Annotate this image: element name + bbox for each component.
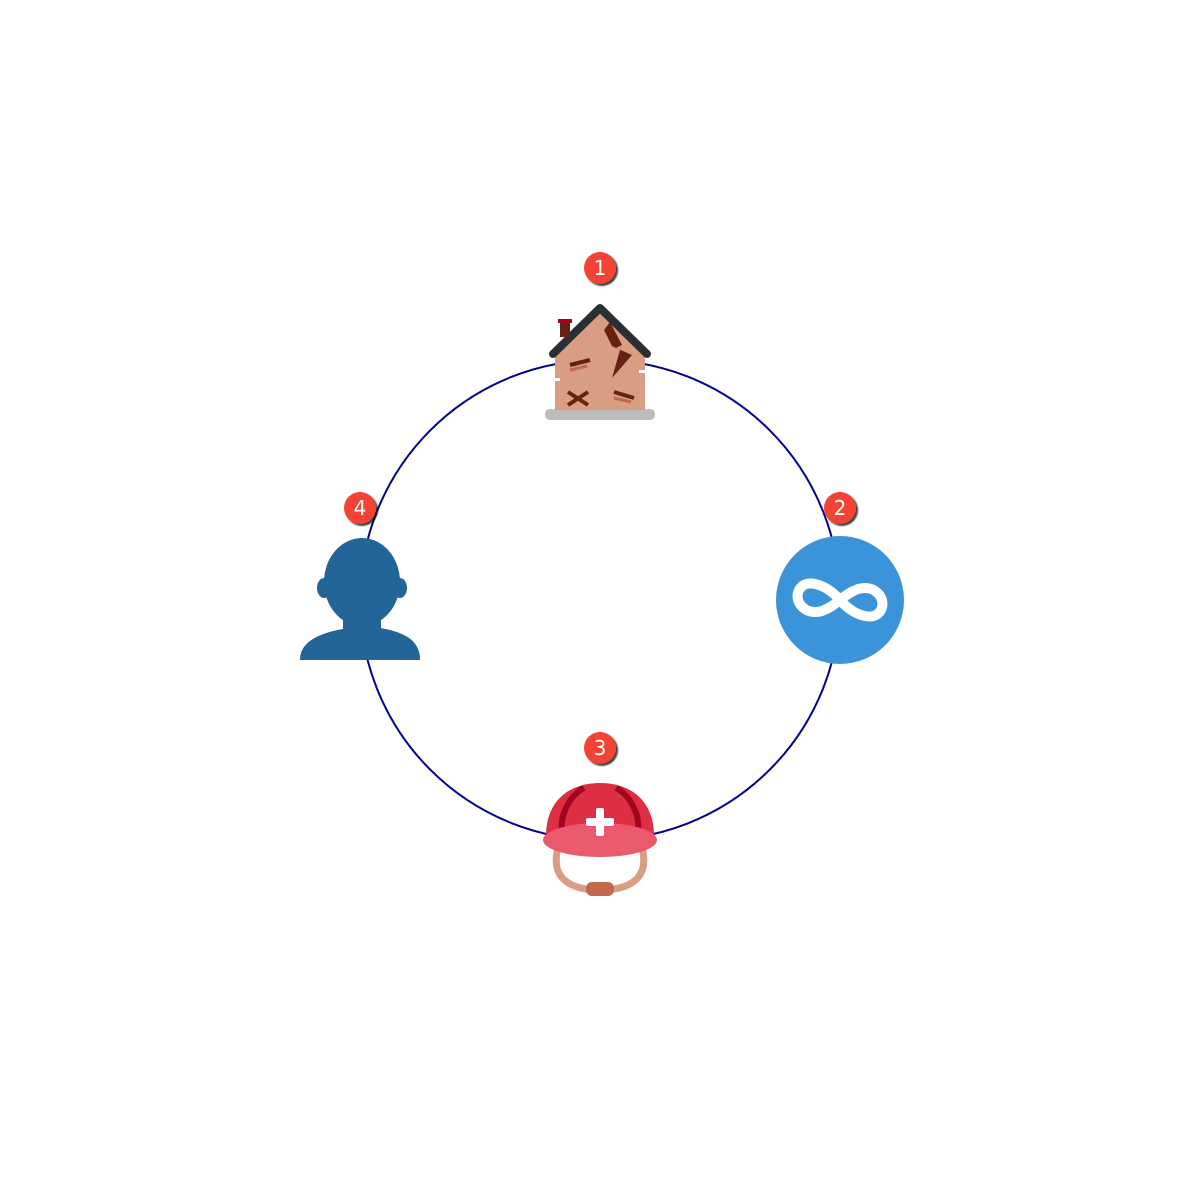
person-silhouette-icon	[300, 538, 420, 660]
rescue-worker-helmet-icon	[543, 783, 657, 896]
derelict-house-icon	[545, 304, 655, 420]
step-number-3: 3	[594, 736, 607, 760]
cycle-ring	[359, 359, 841, 841]
step-number-4: 4	[354, 496, 367, 520]
step-badge-4	[344, 492, 376, 524]
step-badge-2	[824, 492, 856, 524]
step-number-2: 2	[834, 496, 847, 520]
step-badge-3	[584, 732, 616, 764]
infinity-icon	[776, 536, 904, 664]
step-badge-1	[584, 252, 616, 284]
step-number-1: 1	[594, 256, 607, 280]
